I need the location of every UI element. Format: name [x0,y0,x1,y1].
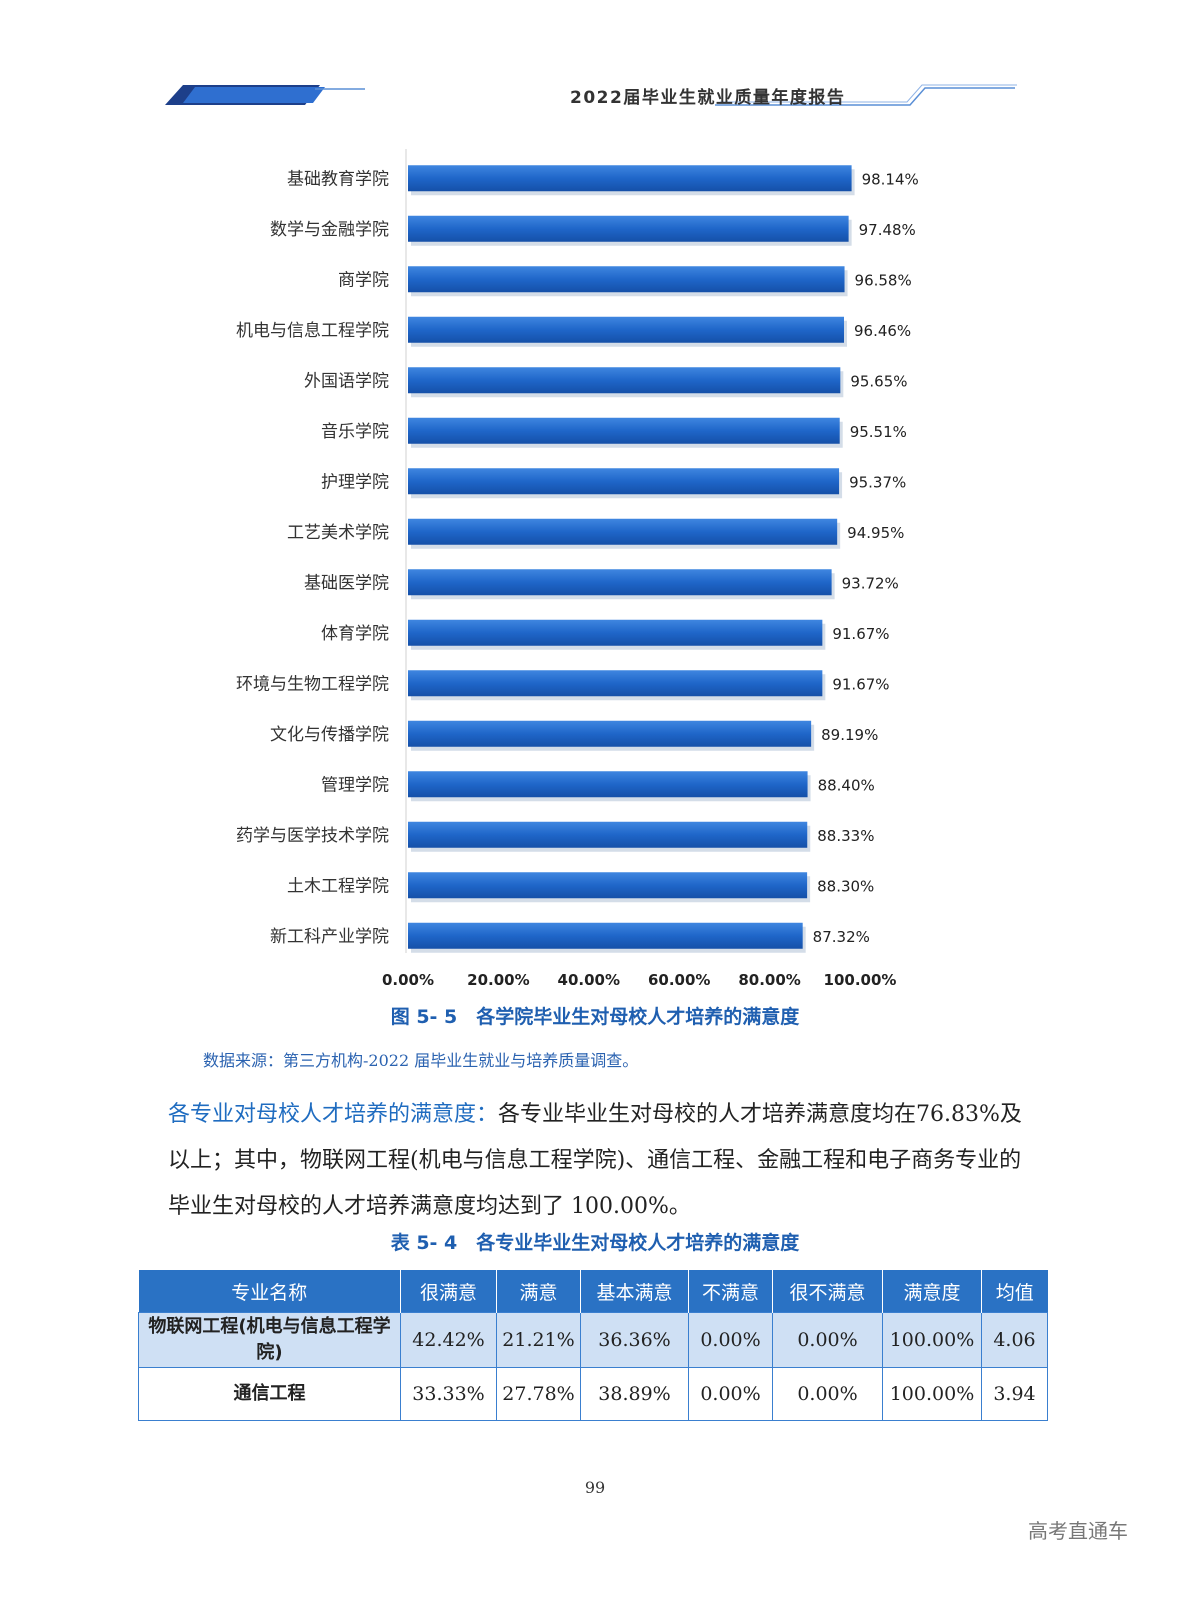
bar-value-label: 88.30% [817,877,874,895]
category-label: 体育学院 [321,624,389,644]
header-cell: 基本满意 [580,1270,689,1313]
x-tick-label: 80.00% [738,971,800,989]
category-label: 护理学院 [321,472,389,492]
category-label: 基础教育学院 [287,169,389,189]
paragraph-text: 各专业毕业生对母校的人才培养满意度均在76.83%及以上；其中，物联网工程(机电… [168,1102,1022,1219]
header-cell: 专业名称 [138,1270,401,1313]
category-label: 工艺美术学院 [287,523,389,543]
bar [408,771,808,798]
bar [408,266,845,293]
category-label: 药学与医学技术学院 [236,826,389,846]
bar-value-label: 87.32% [813,928,870,946]
x-tick-label: 60.00% [648,971,710,989]
bar-value-label: 98.14% [862,170,919,188]
page-header: 2022届毕业生就业质量年度报告 [165,75,1025,115]
bar [408,821,808,848]
bar [408,417,840,444]
table-row: 物联网工程(机电与信息工程学院) 42.42% 21.21% 36.36% 0.… [138,1312,1048,1368]
bar [408,872,808,899]
bar [408,367,841,394]
category-label: 管理学院 [321,775,389,795]
table-cell: 42.42% [400,1312,497,1368]
body-paragraph: 各专业对母校人才培养的满意度：各专业毕业生对母校的人才培养满意度均在76.83%… [168,1092,1028,1230]
bar-value-label: 89.19% [821,726,878,744]
x-tick-label: 20.00% [467,971,529,989]
bar-value-label: 95.51% [850,423,907,441]
header-cell: 满意度 [882,1270,982,1313]
table-cell: 38.89% [580,1367,689,1421]
bar-value-label: 88.33% [817,827,874,845]
bar [408,720,812,747]
major-name-cell: 物联网工程(机电与信息工程学院) [138,1312,401,1368]
paragraph-highlight: 各专业对母校人才培养的满意度： [168,1102,499,1127]
header-cell: 很不满意 [772,1270,883,1313]
bar-value-label: 96.46% [854,322,911,340]
table-caption: 表 5- 4 各专业毕业生对母校人才培养的满意度 [390,1232,800,1254]
major-name-cell: 通信工程 [138,1367,401,1421]
data-source-note: 数据来源：第三方机构-2022 届毕业生就业与培养质量调查。 [203,1051,639,1070]
bar-value-label: 88.40% [818,776,875,794]
table-cell: 100.00% [882,1367,982,1421]
table-cell: 0.00% [772,1312,883,1368]
header-cell: 很满意 [400,1270,497,1313]
table-cell: 36.36% [580,1312,689,1368]
header-cell: 满意 [496,1270,581,1313]
category-label: 基础医学院 [304,573,389,593]
category-label: 外国语学院 [304,371,389,391]
bar-value-label: 96.58% [855,271,912,289]
bar [408,670,823,697]
header-cell: 不满意 [688,1270,773,1313]
bar [408,922,803,949]
header-banner-graphic [165,84,1017,106]
category-label: 音乐学院 [321,422,389,442]
bar [408,316,844,343]
category-label: 新工科产业学院 [270,927,389,947]
category-label: 文化与传播学院 [270,725,389,745]
figure-caption: 图 5- 5 各学院毕业生对母校人才培养的满意度 [390,1006,800,1028]
table-cell: 0.00% [688,1367,773,1421]
table-cell: 100.00% [882,1312,982,1368]
x-tick-label: 40.00% [558,971,620,989]
table-header-row: 专业名称 很满意 满意 基本满意 不满意 很不满意 满意度 均值 [138,1270,1048,1313]
table-cell: 21.21% [496,1312,581,1368]
table-cell: 0.00% [772,1367,883,1421]
bar-value-label: 91.67% [832,625,889,643]
category-label: 土木工程学院 [287,876,389,896]
bar [408,569,832,596]
category-label: 机电与信息工程学院 [236,321,389,341]
table-cell: 33.33% [400,1367,497,1421]
bar [408,468,840,495]
report-title: 2022届毕业生就业质量年度报告 [570,88,846,108]
table-row: 通信工程 33.33% 27.78% 38.89% 0.00% 0.00% 10… [138,1367,1048,1421]
bar [408,619,823,646]
satisfaction-bar-chart: 基础教育学院 98.14% 数学与金融学院 97.48% 商学院 96.58% 机电与信息工… [236,149,919,989]
bar-value-label: 95.65% [850,372,907,390]
x-tick-label: 0.00% [382,971,434,989]
table-cell: 0.00% [688,1312,773,1368]
bar-value-label: 91.67% [832,675,889,693]
table-cell: 4.06 [981,1312,1048,1368]
x-tick-label: 100.00% [824,971,897,989]
bar-value-label: 94.95% [847,524,904,542]
category-label: 商学院 [338,270,389,290]
watermark-text: 高考直通车 [1028,1519,1128,1543]
bar [408,165,852,192]
page-number: 99 [584,1478,606,1497]
major-satisfaction-table: 专业名称 很满意 满意 基本满意 不满意 很不满意 满意度 均值 物联网工程(机… [138,1270,1048,1421]
bar [408,215,849,242]
table-cell: 3.94 [981,1367,1048,1421]
bar-value-label: 95.37% [849,473,906,491]
category-label: 数学与金融学院 [270,220,389,240]
category-label: 环境与生物工程学院 [236,674,389,694]
table-cell: 27.78% [496,1367,581,1421]
bar [408,518,838,545]
bar-value-label: 93.72% [842,574,899,592]
bar-value-label: 97.48% [859,221,916,239]
header-cell: 均值 [981,1270,1048,1313]
